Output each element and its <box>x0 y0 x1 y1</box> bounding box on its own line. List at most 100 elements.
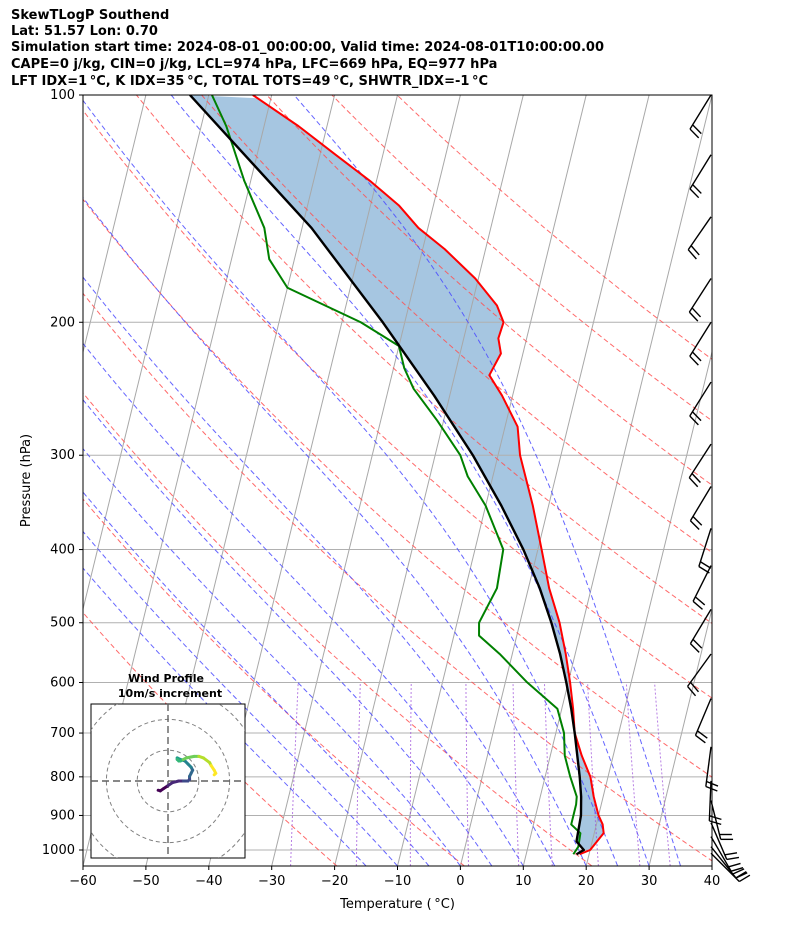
wind-barb <box>689 154 712 199</box>
y-tick-label: 500 <box>50 616 75 631</box>
dry-adiabat-line <box>83 109 712 699</box>
wind-barb <box>689 321 712 366</box>
wind-barb <box>687 216 712 260</box>
mixing-ratio-line <box>625 682 641 866</box>
isotherm-line <box>459 95 650 866</box>
wind-barb <box>689 608 712 653</box>
dry-adiabat-line <box>396 95 712 360</box>
mixing-ratio-line <box>512 682 520 866</box>
isotherm-line <box>83 95 210 612</box>
wind-barb <box>687 653 712 697</box>
x-tick-label: −60 <box>69 874 96 889</box>
wind-barbs <box>687 94 751 883</box>
x-tick-label: −20 <box>321 874 348 889</box>
dry-adiabat-line <box>83 498 465 866</box>
grid-lines <box>0 95 794 866</box>
time-line: Simulation start time: 2024-08-01_00:00:… <box>11 40 604 55</box>
dry-adiabat-line <box>83 611 338 866</box>
y-tick-label: 100 <box>50 88 75 103</box>
x-tick-label: −50 <box>132 874 159 889</box>
y-tick-label: 700 <box>50 726 75 741</box>
isotherm-line <box>585 349 712 866</box>
mixing-ratio-line <box>290 682 299 866</box>
isotherm-line <box>775 95 794 866</box>
dry-adiabat-line <box>83 292 712 862</box>
hodograph-ring <box>136 749 200 813</box>
mixing-ratio-line <box>465 682 470 866</box>
mixing-ratio-line <box>654 682 671 866</box>
dewpoint-profile-line <box>211 95 582 855</box>
x-tick-label: 30 <box>641 874 658 889</box>
isotherm-line <box>711 863 712 866</box>
x-tick-label: 20 <box>578 874 595 889</box>
sounding-lines <box>189 95 605 856</box>
wind-barb <box>692 565 712 610</box>
dry-adiabat-line <box>136 95 712 625</box>
x-tick-label: −40 <box>195 874 222 889</box>
cape-cin-line: CAPE=0 j/kg, CIN=0 j/kg, LCL=974 hPa, LF… <box>11 57 498 72</box>
dry-adiabat-line <box>266 95 712 486</box>
y-tick-label: 300 <box>50 448 75 463</box>
moist-adiabat-line <box>293 95 682 866</box>
moist-adiabat-line <box>83 567 367 866</box>
y-tick-label: 200 <box>50 315 75 330</box>
wind-barb <box>710 800 734 841</box>
wind-barb <box>705 746 719 792</box>
moist-adiabat-line <box>170 95 650 866</box>
hodograph-plot <box>91 704 245 858</box>
moist-adiabat-line <box>83 196 587 866</box>
wind-barb <box>688 443 712 488</box>
wind-barb <box>710 836 744 872</box>
isotherm-line <box>334 95 524 866</box>
cape-cin-area <box>189 95 604 855</box>
moist-adiabat-line <box>83 99 619 866</box>
hodograph-inset: Wind Profile 10m/s increment <box>90 672 246 859</box>
isotherm-line <box>648 606 712 866</box>
isotherm-line <box>397 95 587 866</box>
wind-barb <box>688 278 712 322</box>
isotherm-line <box>522 95 712 866</box>
mixing-ratio-line <box>543 682 553 866</box>
x-tick-label: −30 <box>258 874 285 889</box>
wind-barb <box>689 486 712 531</box>
cape-shaded-area <box>189 95 604 855</box>
mixing-ratio-line <box>409 682 412 866</box>
wind-barb <box>694 698 712 744</box>
hodograph-title: Wind Profile <box>128 672 204 685</box>
moist-adiabat-line <box>83 447 461 866</box>
mixing-ratio-line <box>355 682 361 866</box>
dry-adiabat-line <box>83 392 593 866</box>
indices-line: LFT IDX=1 °C, K IDX=35 °C, TOTAL TOTS=49… <box>11 74 489 89</box>
temperature-profile-line <box>252 95 605 856</box>
y-tick-label: 600 <box>50 676 75 691</box>
y-axis-label: Pressure (hPa) <box>19 434 34 527</box>
moist-adiabat-line <box>83 399 493 866</box>
wind-barb <box>710 852 751 883</box>
y-tick-label: 400 <box>50 543 75 558</box>
y-tick-label: 900 <box>50 808 75 823</box>
moist-adiabat-line <box>83 530 398 866</box>
wind-barb <box>689 94 712 139</box>
x-tick-label: −10 <box>384 874 411 889</box>
y-tick-label: 1000 <box>42 843 75 858</box>
x-tick-label: 10 <box>515 874 532 889</box>
location-line: Lat: 51.57 Lon: 0.70 <box>11 24 158 39</box>
wind-barb <box>689 381 712 426</box>
x-tick-label: 0 <box>456 874 464 889</box>
hodograph-segment <box>212 771 218 777</box>
isotherm-line <box>0 95 20 866</box>
isotherm-line <box>83 95 84 98</box>
x-axis-label: Temperature ( °C) <box>339 897 455 912</box>
chart-title: SkewTLogP Southend <box>11 8 170 23</box>
parcel-profile-line <box>189 95 586 856</box>
wind-barb <box>710 822 740 861</box>
isotherm-line <box>83 95 147 355</box>
moist-adiabat-line <box>83 342 524 866</box>
moist-adiabat-line <box>83 276 556 866</box>
x-tick-label: 40 <box>704 874 721 889</box>
hodograph-subtitle: 10m/s increment <box>118 687 222 700</box>
isotherm-line <box>271 95 461 866</box>
y-tick-label: 800 <box>50 770 75 785</box>
axes: −60 −50 −40 −30 −20 −10 0 10 20 30 40 100 200 300 400 5… <box>19 88 720 912</box>
